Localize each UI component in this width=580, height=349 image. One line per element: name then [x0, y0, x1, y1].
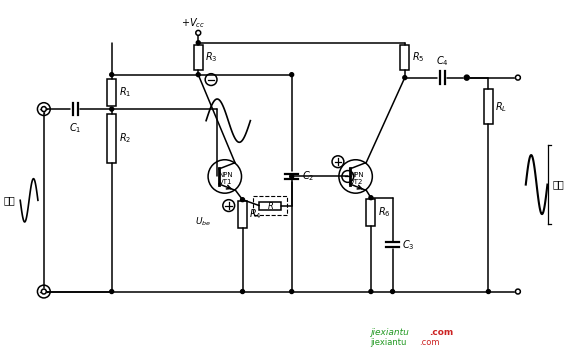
Text: .com: .com — [429, 328, 454, 337]
Text: $R_4$: $R_4$ — [249, 208, 262, 221]
Circle shape — [465, 75, 469, 80]
Bar — [400, 45, 409, 70]
Circle shape — [403, 76, 407, 80]
Text: $C_4$: $C_4$ — [436, 54, 448, 68]
Circle shape — [110, 290, 114, 294]
Circle shape — [369, 290, 373, 294]
Text: NPN
VT2: NPN VT2 — [349, 172, 364, 185]
Text: $U_{be}$: $U_{be}$ — [195, 215, 211, 228]
Text: 输入: 输入 — [3, 195, 15, 205]
Circle shape — [390, 290, 394, 294]
Circle shape — [196, 30, 201, 35]
Text: jiexiantu: jiexiantu — [371, 328, 409, 337]
Text: $R_L$: $R_L$ — [495, 100, 508, 113]
Bar — [238, 201, 247, 228]
Text: $C_2$: $C_2$ — [302, 170, 314, 183]
Circle shape — [369, 196, 373, 200]
Text: 输出: 输出 — [552, 180, 564, 190]
Text: $R$: $R$ — [267, 200, 274, 211]
Text: $R_3$: $R_3$ — [205, 51, 218, 64]
Circle shape — [487, 290, 490, 294]
Bar — [367, 199, 375, 226]
Text: NPN
VT1: NPN VT1 — [219, 172, 233, 185]
Text: $R_1$: $R_1$ — [118, 86, 131, 99]
Text: $+V_{cc}$: $+V_{cc}$ — [181, 16, 205, 30]
Bar — [259, 202, 281, 209]
Bar — [107, 79, 116, 106]
Text: .com: .com — [419, 338, 440, 347]
Text: $C_3$: $C_3$ — [403, 238, 415, 252]
Text: $R_5$: $R_5$ — [412, 51, 424, 64]
Circle shape — [290, 73, 293, 77]
Text: $C_1$: $C_1$ — [69, 121, 82, 135]
Circle shape — [110, 73, 114, 77]
Circle shape — [290, 290, 293, 294]
Circle shape — [110, 107, 114, 111]
Bar — [107, 114, 116, 163]
Circle shape — [241, 290, 245, 294]
Bar — [194, 45, 202, 70]
Text: jiexiantu: jiexiantu — [371, 338, 407, 347]
Circle shape — [241, 198, 245, 202]
Circle shape — [465, 76, 469, 80]
Circle shape — [196, 73, 200, 77]
Circle shape — [196, 41, 200, 45]
Circle shape — [516, 289, 520, 294]
Text: $R_2$: $R_2$ — [118, 132, 131, 146]
Text: $R_6$: $R_6$ — [378, 206, 390, 220]
Circle shape — [290, 174, 293, 178]
Circle shape — [41, 107, 46, 112]
Circle shape — [41, 289, 46, 294]
Circle shape — [516, 75, 520, 80]
Bar — [253, 196, 287, 215]
Bar — [484, 89, 493, 124]
